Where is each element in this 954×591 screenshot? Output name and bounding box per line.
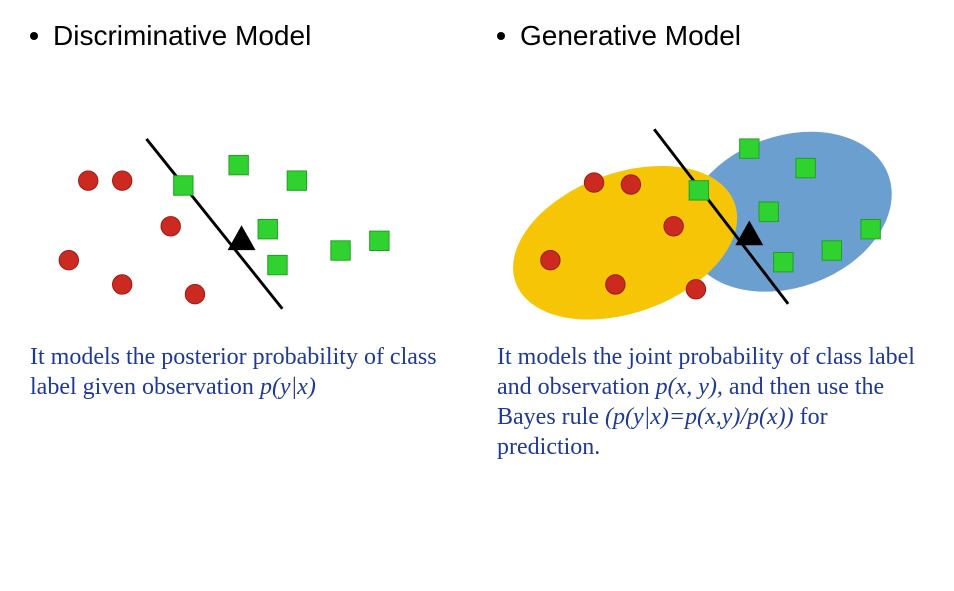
- right-title: Generative Model: [520, 20, 741, 52]
- left-caption: It models the posterior probability of c…: [30, 342, 457, 402]
- right-title-row: Generative Model: [497, 20, 924, 52]
- bullet-icon: [30, 32, 38, 40]
- right-panel: Generative Model It models the joint pro…: [497, 20, 924, 571]
- right-caption-f2: (p(y|x)=p(x,y)/p(x)): [605, 404, 794, 430]
- right-caption-f1: p(x, y),: [656, 374, 723, 400]
- right-caption: It models the joint probability of class…: [497, 342, 924, 462]
- left-title-row: Discriminative Model: [30, 20, 457, 52]
- left-panel: Discriminative Model It models the poste…: [30, 20, 457, 571]
- left-title: Discriminative Model: [53, 20, 311, 52]
- right-diagram: [497, 72, 924, 332]
- bullet-icon: [497, 32, 505, 40]
- left-caption-text: It models the posterior probability of c…: [30, 344, 437, 400]
- left-diagram: [30, 72, 457, 332]
- left-caption-formula: p(y|x): [260, 374, 316, 400]
